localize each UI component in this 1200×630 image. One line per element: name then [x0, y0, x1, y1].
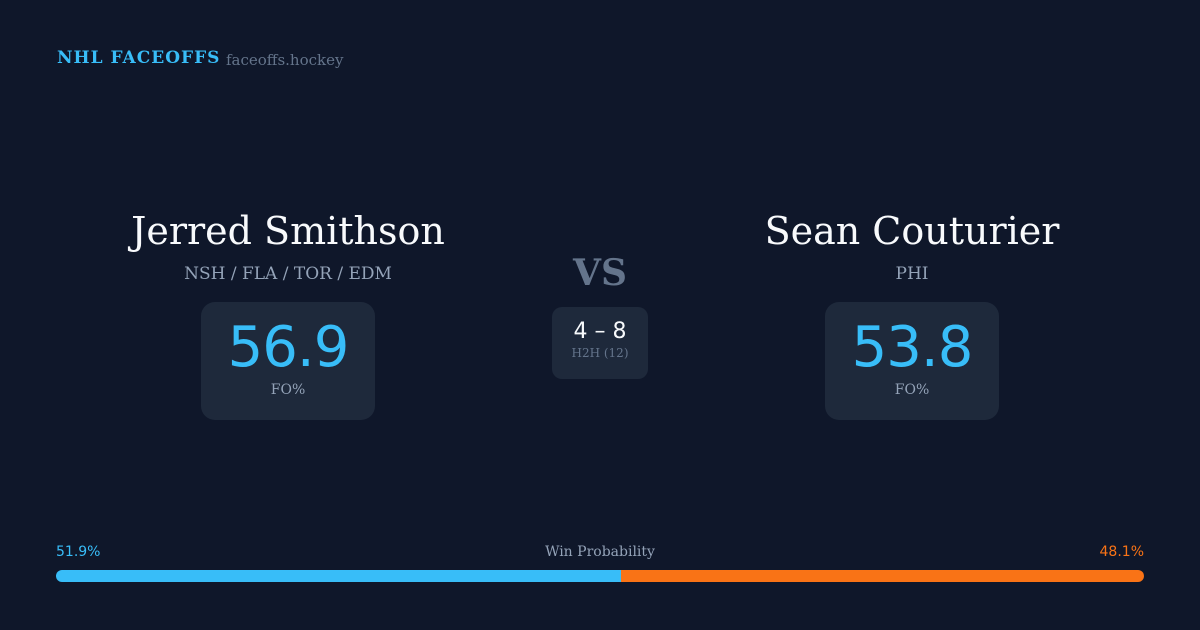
h2h-score: 4 – 8 [573, 319, 627, 344]
left-fo-label: FO% [270, 382, 306, 398]
h2h-card: 4 – 8 H2H (12) [552, 307, 648, 379]
vs-label: VS [573, 252, 627, 294]
win-prob-right-segment [620, 570, 1144, 582]
left-player-teams: NSH / FLA / TOR / EDM [184, 264, 392, 284]
right-player-name: Sean Couturier [764, 209, 1060, 253]
left-fo-value: 56.9 [227, 315, 350, 380]
left-win-prob: 51.9% [56, 544, 101, 560]
right-player: Sean Couturier PHI 53.8 FO% [702, 208, 1122, 420]
left-player: Jerred Smithson NSH / FLA / TOR / EDM 56… [78, 208, 498, 420]
win-prob-bar [56, 570, 1144, 582]
win-prob-title: Win Probability [545, 544, 655, 560]
right-fo-label: FO% [894, 382, 930, 398]
h2h-label: H2H (12) [571, 346, 629, 360]
right-fo-card: 53.8 FO% [825, 302, 999, 420]
win-prob-left-segment [56, 570, 621, 582]
left-fo-card: 56.9 FO% [201, 302, 375, 420]
right-player-teams: PHI [895, 264, 929, 284]
brand-title: NHL FACEOFFS [57, 48, 221, 68]
left-player-name: Jerred Smithson [131, 209, 445, 253]
site-url: faceoffs.hockey [226, 51, 344, 69]
right-win-prob: 48.1% [1099, 544, 1144, 560]
right-fo-value: 53.8 [851, 315, 974, 380]
